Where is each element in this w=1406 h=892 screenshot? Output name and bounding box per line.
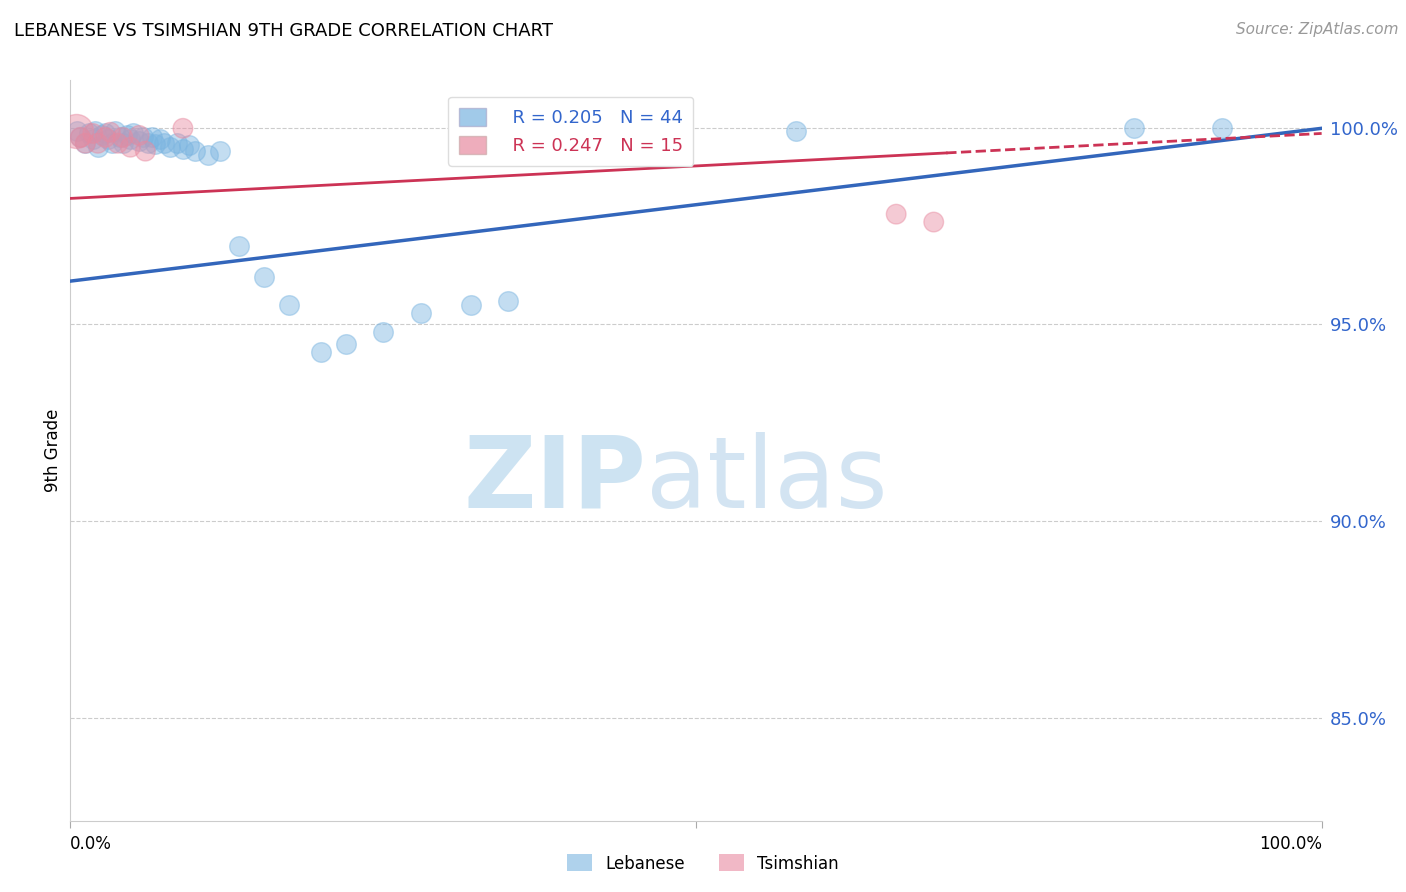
Point <box>128 134 150 148</box>
Point <box>179 138 201 153</box>
Point <box>107 136 129 151</box>
Point <box>172 121 194 136</box>
Point <box>253 270 276 285</box>
Point <box>65 124 87 138</box>
Point <box>134 144 156 158</box>
Text: atlas: atlas <box>645 432 887 529</box>
Point <box>100 136 122 151</box>
Point <box>1211 121 1233 136</box>
Point <box>460 298 482 312</box>
Text: 0.0%: 0.0% <box>70 836 112 854</box>
Point <box>136 136 159 151</box>
Point <box>87 136 110 151</box>
Point <box>278 298 301 312</box>
Point <box>534 124 557 138</box>
Point <box>498 293 520 308</box>
Point <box>172 142 194 156</box>
Point <box>228 238 250 252</box>
Point <box>149 132 172 146</box>
Point <box>309 345 332 359</box>
Point <box>153 136 176 151</box>
Point <box>82 127 104 141</box>
Point <box>82 132 104 146</box>
Point <box>371 326 394 340</box>
Point <box>94 127 117 141</box>
Legend:   R = 0.205   N = 44,   R = 0.247   N = 15: R = 0.205 N = 44, R = 0.247 N = 15 <box>449 96 693 166</box>
Point <box>922 215 945 229</box>
Point <box>159 140 181 154</box>
Point <box>128 128 150 143</box>
Point <box>111 136 134 151</box>
Point <box>120 140 142 154</box>
Point <box>115 128 138 143</box>
Point <box>141 130 163 145</box>
Point <box>104 124 127 138</box>
Point <box>90 128 112 143</box>
Point <box>197 148 219 162</box>
Text: Source: ZipAtlas.com: Source: ZipAtlas.com <box>1236 22 1399 37</box>
Point <box>97 132 120 146</box>
Point <box>184 144 207 158</box>
Text: LEBANESE VS TSIMSHIAN 9TH GRADE CORRELATION CHART: LEBANESE VS TSIMSHIAN 9TH GRADE CORRELAT… <box>14 22 553 40</box>
Point <box>209 144 232 158</box>
Point <box>69 130 91 145</box>
Point <box>94 130 117 145</box>
Point <box>111 130 134 145</box>
Point <box>69 130 91 145</box>
Point <box>98 125 121 139</box>
Point <box>110 130 132 145</box>
Point <box>77 127 100 141</box>
Point <box>166 136 188 151</box>
Point <box>120 132 142 146</box>
Point <box>75 136 97 151</box>
Legend: Lebanese, Tsimshian: Lebanese, Tsimshian <box>561 847 845 880</box>
Y-axis label: 9th Grade: 9th Grade <box>44 409 62 492</box>
Text: ZIP: ZIP <box>463 432 645 529</box>
Point <box>409 305 432 319</box>
Point <box>87 140 110 154</box>
Point <box>884 207 907 221</box>
Point <box>1122 121 1144 136</box>
Point <box>65 124 87 138</box>
Point <box>335 337 357 351</box>
Text: 100.0%: 100.0% <box>1258 836 1322 854</box>
Point <box>75 136 97 151</box>
Point <box>84 124 107 138</box>
Point <box>132 130 155 145</box>
Point <box>785 124 807 138</box>
Point <box>145 137 167 152</box>
Point <box>121 127 145 141</box>
